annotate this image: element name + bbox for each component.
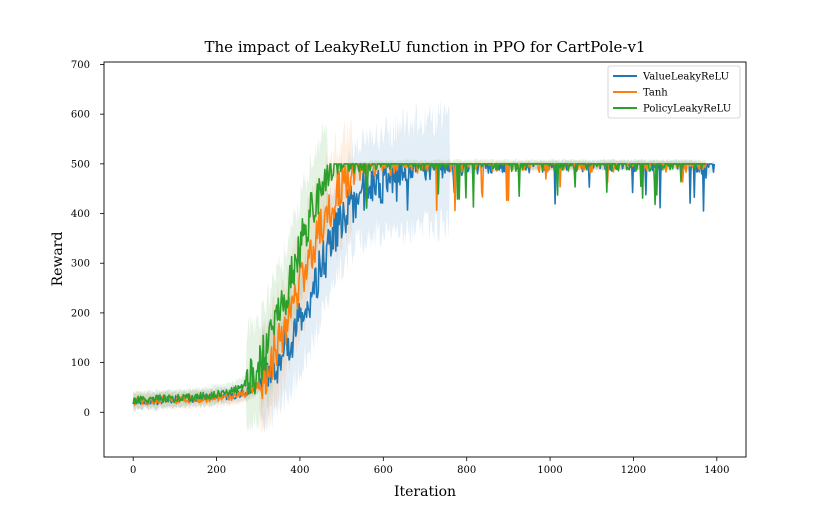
legend-label: ValueLeakyReLU (642, 72, 729, 83)
x-tick-label: 600 (374, 465, 393, 476)
plot-frame (103, 61, 747, 458)
y-tick-label: 400 (71, 209, 90, 220)
x-tick-label: 400 (290, 465, 309, 476)
y-tick-label: 600 (71, 110, 90, 121)
series-line-PolicyLeakyReLU (132, 163, 706, 405)
y-tick-label: 300 (71, 259, 90, 270)
y-tick-label: 200 (71, 308, 90, 319)
x-tick-label: 1200 (621, 465, 646, 476)
chart-title: The impact of LeakyReLU function in PPO … (205, 38, 646, 56)
legend-box (607, 65, 741, 119)
y-axis: 0 100 200 300 400 500 600 700 (71, 60, 104, 419)
x-tick-label: 800 (457, 465, 476, 476)
series-layer (132, 163, 716, 406)
x-tick-label: 0 (130, 465, 136, 476)
legend-label: Tanh (643, 88, 668, 99)
y-axis-title: Reward (50, 232, 66, 287)
plot-area (103, 61, 747, 458)
y-tick-label: 100 (71, 358, 90, 369)
x-tick-label: 1400 (704, 465, 729, 476)
y-tick-label: 0 (84, 408, 90, 419)
y-tick-label: 700 (71, 60, 90, 71)
y-tick-label: 500 (71, 159, 90, 170)
x-tick-label: 200 (207, 465, 226, 476)
legend-label: PolicyLeakyReLU (643, 104, 731, 115)
x-axis-title: Iteration (394, 484, 456, 500)
x-tick-label: 1000 (537, 465, 562, 476)
band-ValueLeakyReLU (133, 99, 715, 433)
x-axis: 0 200 400 600 800 1000 1200 1400 (130, 457, 730, 476)
legend: ValueLeakyReLU Tanh PolicyLeakyReLU (607, 65, 741, 119)
